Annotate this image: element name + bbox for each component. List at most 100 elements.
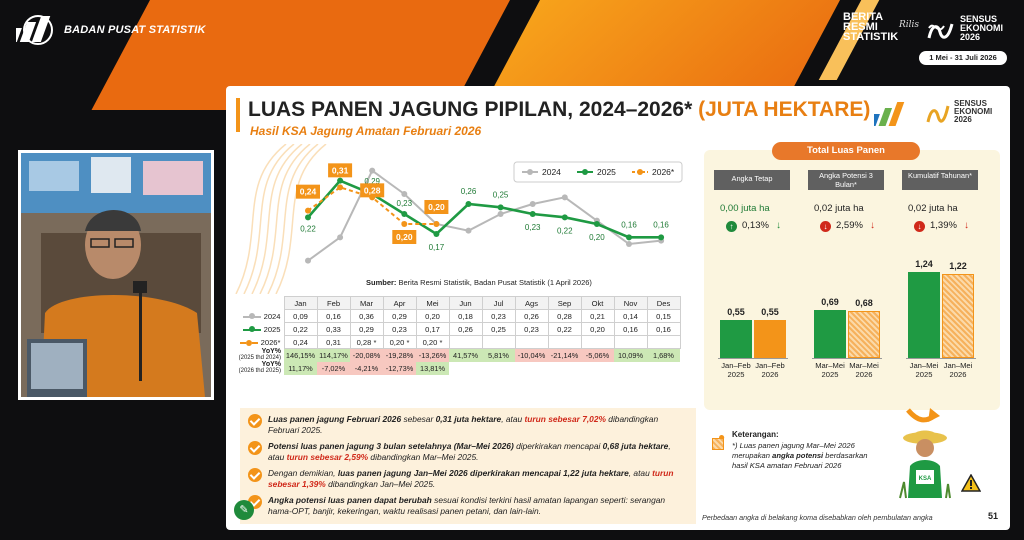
checkmark-icon	[248, 468, 262, 482]
note4-a: Angka potensi luas panen dapat berubah	[268, 495, 435, 505]
table-cell: 0,26	[448, 322, 483, 336]
table-cell	[581, 361, 614, 375]
yoy1-label-a: YoY%	[261, 348, 281, 355]
label-2026: 2026*	[260, 337, 281, 347]
point-2026-Jan	[305, 207, 311, 214]
table-cell: 0,24	[283, 335, 318, 349]
table-cell: 0,23	[514, 322, 549, 336]
table-cell	[481, 335, 516, 349]
pencil-icon[interactable]: ✎	[234, 500, 254, 520]
note3-a: Dengan demikian,	[268, 468, 338, 478]
table-row-2024: 2024 0,09 0,16 0,36 0,29 0,20 0,18 0,23 0,26 0,2…	[226, 309, 681, 323]
note1-d: , atau	[501, 414, 525, 424]
bar-x-label: Mar–Mei 2025	[815, 361, 845, 379]
data-label-box-2026-Jan	[296, 184, 320, 199]
table-cell: 5,81%	[482, 348, 515, 362]
table-cell: 0,14	[613, 309, 648, 323]
table-cell: 0,29	[349, 322, 384, 336]
brs-line2: RESMI	[843, 21, 878, 33]
title-accent-bar	[236, 98, 240, 132]
table-cell: 0,20	[415, 309, 450, 323]
presenter-video-feed	[18, 150, 214, 400]
table-row-2026: 2026* 0,24 0,31 0,28 * 0,20 * 0,20 *	[226, 335, 681, 349]
arrow-down-small-icon: ↓	[776, 220, 781, 231]
table-cell: 0,29	[382, 309, 417, 323]
point-2024-Sep	[561, 194, 568, 201]
slide-subtitle: Hasil KSA Jagung Amatan Februari 2026	[250, 124, 482, 138]
month-header: Nov	[613, 296, 648, 310]
month-header: Jul	[481, 296, 516, 310]
bar-x-label: Mar–Mei 2026	[849, 361, 879, 379]
data-label-2026-Mei: 0,20	[428, 202, 445, 212]
highlight-4: Angka potensi luas panen dapat berubah s…	[248, 495, 688, 517]
table-cell	[613, 335, 648, 349]
yoy2-label-a: YoY%	[261, 361, 281, 368]
se-line3: 2026	[960, 32, 981, 42]
table-cell: 0,25	[481, 322, 516, 336]
note3-b: luas panen jagung Jan–Mei 2026	[337, 468, 471, 478]
arrow-down-circle-icon: ↓	[820, 221, 831, 232]
table-cell: 0,20 *	[382, 335, 417, 349]
data-label-2025-Okt: 0,20	[589, 233, 605, 242]
table-cell: -12,73%	[383, 361, 416, 375]
data-label-2025-Ags: 0,23	[525, 223, 541, 232]
data-label-2026-Feb: 0,31	[332, 165, 349, 175]
label-2024: 2024	[263, 311, 281, 321]
point-2025-Sep	[561, 214, 568, 221]
table-cell: 0,33	[316, 322, 351, 336]
yoy1-label-b: (2025 thd 2024)	[238, 355, 281, 361]
table-row-yoy2: YoY% (2026 thd 2025) 11,17% -7,02% -4,21% -1…	[226, 361, 680, 375]
ket-body-a: *) Luas panen jagung Mar–Mei 2026 merupa…	[732, 441, 855, 460]
table-cell	[548, 361, 581, 375]
bar-Jan–Feb-2025	[720, 319, 752, 358]
sensus-ekonomi-small-icon	[926, 105, 950, 123]
month-header: Feb	[316, 296, 351, 310]
bar-value-label: 0,55	[727, 306, 745, 317]
label-2025: 2025	[263, 324, 281, 334]
point-2024-Jan	[305, 257, 311, 264]
bar-Jan–Mei-2025	[908, 272, 940, 358]
table-cell	[514, 335, 549, 349]
table-cell: 0,28	[547, 309, 582, 323]
table-cell: 0,18	[448, 309, 483, 323]
table-cell: 41,57%	[449, 348, 482, 362]
point-2026-Mei	[433, 221, 440, 227]
point-2024-Apr	[401, 191, 408, 197]
bar-Mar–Mei-2026	[848, 310, 880, 358]
table-cell: -20,08%	[350, 348, 383, 362]
point-2025-Jan	[305, 214, 311, 221]
point-2025-Ags	[529, 211, 536, 217]
keterangan-box: ● Keterangan: *) Luas panen jagung Mar–M…	[704, 428, 1000, 502]
column-header: Angka Potensi 3 Bulan*	[808, 170, 884, 190]
point-2025-Okt	[593, 221, 600, 227]
data-label-2025-Apr: 0,23	[397, 199, 413, 208]
bps-logo-small-icon	[874, 102, 905, 126]
month-header: Ags	[514, 296, 549, 310]
series-line-2024	[307, 169, 662, 262]
table-header-row: Jan Feb Mar Apr Mei Jun Jul Ags Sep Okt Nov Des	[226, 296, 681, 310]
table-cell: 13,81%	[416, 361, 449, 375]
yoy2-label: YoY% (2026 thd 2025)	[226, 361, 284, 375]
decor-stripe	[259, 144, 311, 294]
change-percent: 1,39%	[930, 220, 957, 231]
table-cell: -5,06%	[581, 348, 614, 362]
brs-line1: BERITA	[843, 11, 884, 23]
note1-e: turun sebesar 7,02%	[524, 414, 606, 424]
table-cell: 0,22	[283, 322, 318, 336]
broadcast-header: BADAN PUSAT STATISTIK BERITA RESMI STATI…	[0, 0, 1024, 65]
month-header: Okt	[580, 296, 615, 310]
table-cell: 0,21	[580, 309, 615, 323]
data-table: Jan Feb Mar Apr Mei Jun Jul Ags Sep Okt Nov Des 202…	[226, 296, 681, 375]
legend-marker-2024	[527, 169, 533, 175]
table-cell: -7,02%	[317, 361, 350, 375]
farmer-illustration-icon: KSA	[899, 430, 951, 499]
month-header: Jan	[283, 296, 318, 310]
bar-x-label: Jan–Feb 2025	[721, 361, 751, 379]
table-cell: 0,20 *	[415, 335, 450, 349]
sensus-ekonomi-text: SENSUS EKONOMI 2026	[960, 15, 1003, 42]
point-2025-Feb	[337, 177, 344, 184]
point-2025-Mei	[433, 231, 440, 237]
legend-marker-2025	[582, 169, 588, 175]
point-2025-Jul	[497, 204, 504, 211]
